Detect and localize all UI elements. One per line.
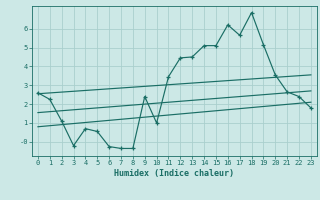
X-axis label: Humidex (Indice chaleur): Humidex (Indice chaleur) (115, 169, 234, 178)
